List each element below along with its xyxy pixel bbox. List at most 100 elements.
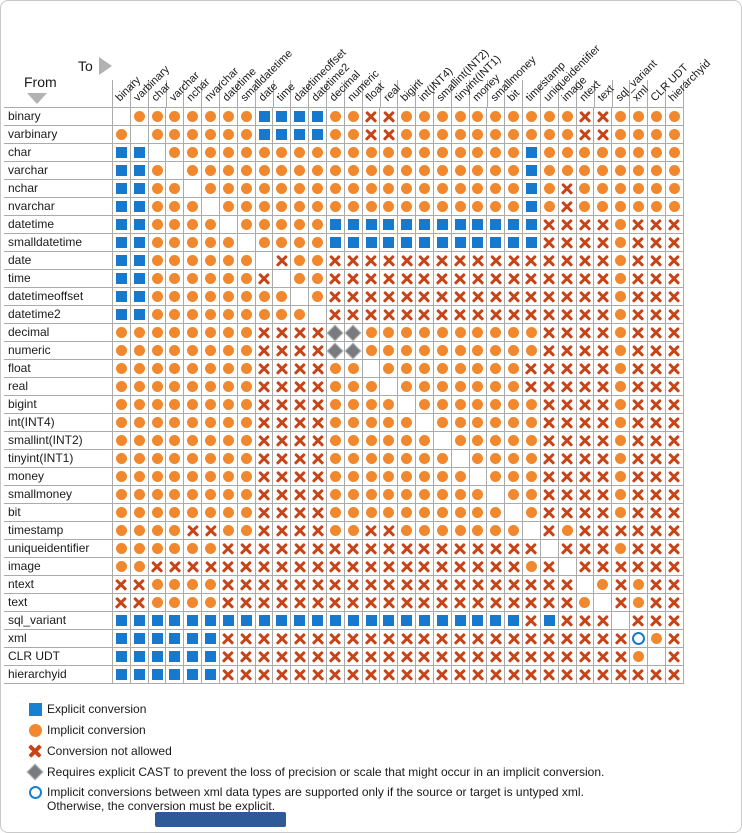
cell-CLR UDT-to-ntext (576, 648, 595, 666)
cell-date-to-smalldatetime (237, 252, 256, 270)
cell-tinyint(INT1)-to-nchar (184, 450, 203, 468)
implicit-circle-icon (222, 111, 234, 122)
not-allowed-x-icon (275, 506, 289, 520)
implicit-circle-icon (151, 183, 163, 194)
not-allowed-x-icon (667, 344, 681, 358)
header-tick (433, 80, 435, 107)
cell-binary-to-hierarchyid (665, 108, 684, 126)
not-allowed-x-icon (382, 308, 396, 322)
cell-time-to-bit (505, 270, 524, 288)
not-allowed-x-icon (649, 362, 663, 376)
cell-nchar-to-char (148, 180, 167, 198)
cell-CLR UDT-to-varbinary (130, 648, 149, 666)
cell-binary-to-varchar (166, 108, 185, 126)
cell-xml-to-varchar (166, 630, 185, 648)
cell-time-to-time (273, 270, 292, 288)
cell-tinyint(INT1)-to-uniqueidentifier (540, 450, 559, 468)
cell-timestamp-to-date (255, 522, 274, 540)
implicit-circle-icon (329, 417, 341, 428)
cell-bit-to-smalldatetime (237, 504, 256, 522)
not-allowed-x-icon (578, 470, 592, 484)
cell-timestamp-to-bigint (398, 522, 417, 540)
cell-tinyint(INT1)-to-char (148, 450, 167, 468)
row-label-varbinary: varbinary (4, 126, 112, 144)
implicit-circle-icon (525, 111, 537, 122)
implicit-circle-icon (133, 543, 145, 554)
cell-nvarchar-to-binary (113, 198, 131, 216)
cell-image-to-smallmoney (487, 558, 506, 576)
cell-binary-to-nchar (184, 108, 203, 126)
cell-float-to-nchar (184, 360, 203, 378)
cell-sql_variant-to-datetimeoffset (291, 612, 310, 630)
cell-date-to-smallmoney (487, 252, 506, 270)
cell-xml-to-timestamp (523, 630, 541, 648)
cell-datetime-to-datetime (219, 216, 238, 234)
cell-smallmoney-to-image (558, 486, 577, 504)
cell-datetime2-to-numeric (344, 306, 363, 324)
cell-image-to-varchar (166, 558, 185, 576)
row-label-sql_variant: sql_variant (4, 612, 112, 630)
cell-ntext-to-bigint (398, 576, 417, 594)
not-allowed-x-icon (596, 524, 610, 538)
cell-bigint-to-datetime2 (309, 396, 327, 414)
cell-datetime2-to-sql_variant (612, 306, 631, 324)
cell-text-to-decimal (326, 594, 345, 612)
cell-int(INT4)-to-varchar (166, 414, 185, 432)
cell-hierarchyid-to-bigint (398, 666, 417, 684)
cell-char-to-float (362, 144, 381, 162)
not-allowed-x-icon (542, 254, 556, 268)
cell-float-to-char (148, 360, 167, 378)
cell-date-to-float (362, 252, 381, 270)
implicit-circle-icon (472, 507, 484, 518)
implicit-circle-icon (383, 399, 395, 410)
cell-varbinary-to-smallmoney (487, 126, 506, 144)
not-allowed-x-icon (400, 254, 414, 268)
cell-real-to-decimal (326, 378, 345, 396)
implicit-circle-icon (615, 183, 627, 194)
cell-real-to-binary (113, 378, 131, 396)
cell-smallmoney-to-ntext (576, 486, 595, 504)
cell-smallint(INT2)-to-CLR UDT (647, 432, 666, 450)
implicit-circle-icon (240, 309, 252, 320)
not-allowed-x-icon (346, 560, 360, 574)
cell-time-to-smalldatetime (237, 270, 256, 288)
implicit-circle-icon (240, 381, 252, 392)
implicit-circle-icon (187, 273, 199, 284)
not-allowed-x-icon (631, 236, 645, 250)
implicit-circle-icon (615, 381, 627, 392)
not-allowed-x-icon (596, 560, 610, 574)
cell-numeric-to-char (148, 342, 167, 360)
cell-smallmoney-to-time (273, 486, 292, 504)
not-allowed-x-icon (560, 614, 574, 628)
cell-uniqueidentifier-to-smallmoney (487, 540, 506, 558)
cell-real-to-bigint (398, 378, 417, 396)
cell-varchar-to-int(INT4) (416, 162, 434, 180)
cell-smallint(INT2)-to-bigint (398, 432, 417, 450)
implicit-circle-icon (490, 183, 502, 194)
cell-nchar-to-image (558, 180, 577, 198)
cell-ntext-to-datetime2 (309, 576, 327, 594)
implicit-circle-icon (418, 363, 430, 374)
implicit-circle-icon (240, 291, 252, 302)
legend-label: Implicit conversion (47, 723, 146, 737)
implicit-circle-icon (525, 561, 537, 572)
cell-real-to-datetimeoffset (291, 378, 310, 396)
not-allowed-x-icon (346, 650, 360, 664)
matrix-grid (112, 107, 684, 684)
cell-int(INT4)-to-varbinary (130, 414, 149, 432)
implicit-circle-icon (276, 219, 288, 230)
cell-decimal-to-date (255, 324, 274, 342)
cell-xml-to-image (558, 630, 577, 648)
implicit-circle-icon (508, 129, 520, 140)
implicit-circle-icon (418, 111, 430, 122)
cell-char-to-bit (505, 144, 524, 162)
cell-numeric-to-binary (113, 342, 131, 360)
implicit-circle-icon (436, 201, 448, 212)
cell-image-to-binary (113, 558, 131, 576)
row-label-tinyint(INT1): tinyint(INT1) (4, 450, 112, 468)
not-allowed-x-icon (649, 344, 663, 358)
explicit-square-icon (115, 651, 127, 662)
not-allowed-x-icon (275, 596, 289, 610)
cell-CLR UDT-to-bit (505, 648, 524, 666)
not-allowed-x-icon (293, 668, 307, 682)
